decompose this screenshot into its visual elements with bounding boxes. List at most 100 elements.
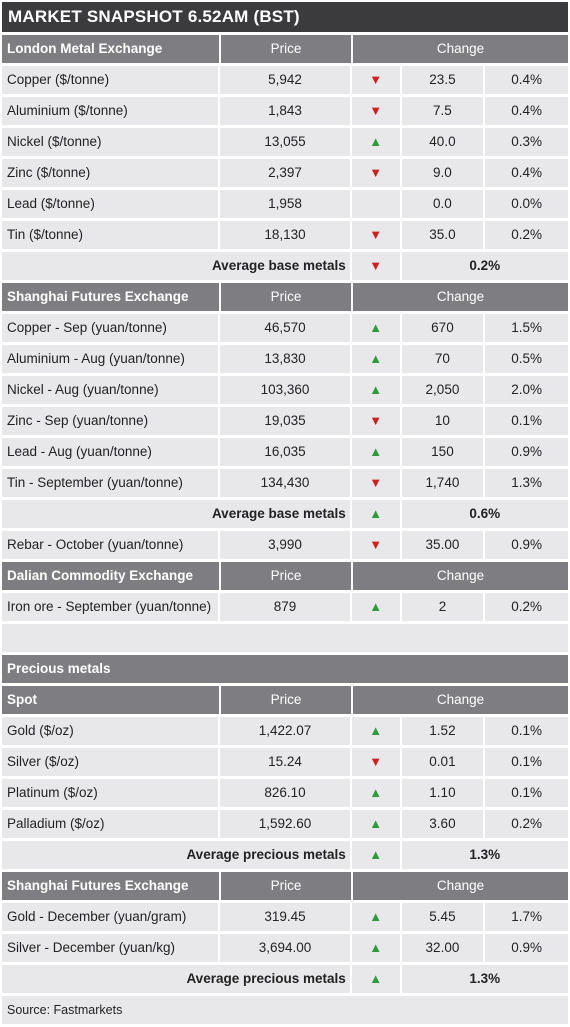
table-row: Platinum ($/oz) 826.10 ▲ 1.10 0.1% — [2, 779, 568, 807]
price-column-header: Price — [221, 562, 351, 590]
change-value: 7.5 — [401, 97, 484, 125]
metal-name: Copper - Sep (yuan/tonne) — [2, 314, 219, 342]
metal-name: Palladium ($/oz) — [2, 810, 219, 838]
dalian-rows: Iron ore - September (yuan/tonne) 879 ▲ 2 0.… — [2, 593, 568, 621]
table-row: Rebar - October (yuan/tonne) 3,990 ▼ 35.00 0… — [2, 531, 568, 559]
price-value: 19,035 — [220, 407, 350, 435]
page-title: MARKET SNAPSHOT 6.52AM (BST) — [2, 2, 568, 32]
change-percent: 0.2% — [485, 593, 568, 621]
average-value: 1.3% — [401, 965, 568, 993]
average-row: Average precious metals ▲ 1.3% — [2, 841, 568, 869]
change-value: 10 — [401, 407, 484, 435]
average-row: Average base metals ▲ 0.6% — [2, 500, 568, 528]
price-value: 826.10 — [220, 779, 350, 807]
arrow-up-icon: ▲ — [369, 785, 383, 800]
metal-name: Iron ore - September (yuan/tonne) — [2, 593, 219, 621]
change-direction-icon: ▼ — [351, 252, 400, 280]
price-value: 1,843 — [220, 97, 350, 125]
metal-name: Rebar - October (yuan/tonne) — [2, 531, 219, 559]
price-column-header: Price — [221, 35, 351, 63]
change-value: 35.0 — [401, 221, 484, 249]
price-value: 103,360 — [220, 376, 350, 404]
section-heading: Shanghai Futures Exchange — [2, 872, 219, 900]
price-value: 3,990 — [220, 531, 350, 559]
arrow-down-icon: ▼ — [369, 72, 383, 87]
arrow-up-icon: ▲ — [369, 723, 383, 738]
price-value: 5,942 — [220, 66, 350, 94]
metal-name: Gold - December (yuan/gram) — [2, 903, 219, 931]
section-heading: Dalian Commodity Exchange — [2, 562, 219, 590]
arrow-up-icon: ▲ — [369, 444, 383, 459]
average-value: 1.3% — [401, 841, 568, 869]
price-value: 46,570 — [220, 314, 350, 342]
arrow-down-icon: ▼ — [369, 103, 383, 118]
table-row: Lead - Aug (yuan/tonne) 16,035 ▲ 150 0.9% — [2, 438, 568, 466]
price-value: 319.45 — [220, 903, 350, 931]
metal-name: Tin - September (yuan/tonne) — [2, 469, 219, 497]
change-direction-icon: ▲ — [351, 841, 400, 869]
arrow-down-icon: ▼ — [369, 165, 383, 180]
average-label: Average base metals — [2, 500, 350, 528]
change-percent: 1.7% — [485, 903, 568, 931]
change-value: 2 — [401, 593, 484, 621]
table-row: Tin ($/tonne) 18,130 ▼ 35.0 0.2% — [2, 221, 568, 249]
change-direction — [351, 190, 400, 218]
table-row: Zinc - Sep (yuan/tonne) 19,035 ▼ 10 0.1% — [2, 407, 568, 435]
change-value: 23.5 — [401, 66, 484, 94]
change-column-header: Change — [353, 283, 568, 311]
arrow-up-icon: ▲ — [369, 909, 383, 924]
section-title: Precious metals — [2, 655, 568, 683]
price-column-header: Price — [221, 686, 351, 714]
shfe-precious-rows: Gold - December (yuan/gram) 319.45 ▲ 5.45 1.… — [2, 903, 568, 962]
change-column-header: Change — [353, 35, 568, 63]
average-label: Average precious metals — [2, 841, 350, 869]
change-percent: 0.4% — [485, 66, 568, 94]
lme-header-row: London Metal Exchange Price Change — [2, 35, 568, 63]
arrow-up-icon: ▲ — [369, 506, 383, 521]
source-row: Source: Fastmarkets — [2, 996, 568, 1024]
arrow-up-icon: ▲ — [369, 971, 383, 986]
change-value: 150 — [401, 438, 484, 466]
change-value: 40.0 — [401, 128, 484, 156]
average-row: Average base metals ▼ 0.2% — [2, 252, 568, 280]
lme-rows: Copper ($/tonne) 5,942 ▼ 23.5 0.4% Aluminium … — [2, 66, 568, 249]
change-percent: 0.0% — [485, 190, 568, 218]
price-value: 3,694.00 — [220, 934, 350, 962]
metal-name: Lead ($/tonne) — [2, 190, 219, 218]
metal-name: Zinc ($/tonne) — [2, 159, 219, 187]
table-row: Palladium ($/oz) 1,592.60 ▲ 3.60 0.2% — [2, 810, 568, 838]
table-row: Tin - September (yuan/tonne) 134,430 ▼ 1,74… — [2, 469, 568, 497]
metal-name: Aluminium ($/tonne) — [2, 97, 219, 125]
change-value: 1.10 — [401, 779, 484, 807]
metal-name: Tin ($/tonne) — [2, 221, 219, 249]
section-heading: Spot — [2, 686, 219, 714]
arrow-up-icon: ▲ — [369, 320, 383, 335]
metal-name: Zinc - Sep (yuan/tonne) — [2, 407, 219, 435]
change-direction: ▼ — [351, 748, 400, 776]
change-percent: 0.2% — [485, 221, 568, 249]
price-value: 134,430 — [220, 469, 350, 497]
arrow-down-icon: ▼ — [369, 475, 383, 490]
change-value: 70 — [401, 345, 484, 373]
change-percent: 0.1% — [485, 717, 568, 745]
metal-name: Aluminium - Aug (yuan/tonne) — [2, 345, 219, 373]
change-percent: 0.2% — [485, 810, 568, 838]
table-row: Zinc ($/tonne) 2,397 ▼ 9.0 0.4% — [2, 159, 568, 187]
table-row: Copper ($/tonne) 5,942 ▼ 23.5 0.4% — [2, 66, 568, 94]
change-direction: ▼ — [351, 221, 400, 249]
change-direction: ▲ — [351, 717, 400, 745]
price-value: 1,592.60 — [220, 810, 350, 838]
price-value: 18,130 — [220, 221, 350, 249]
average-label: Average base metals — [2, 252, 350, 280]
change-percent: 0.9% — [485, 531, 568, 559]
change-value: 0.01 — [401, 748, 484, 776]
price-column-header: Price — [221, 283, 351, 311]
table-row: Gold - December (yuan/gram) 319.45 ▲ 5.45 1.… — [2, 903, 568, 931]
change-direction: ▲ — [351, 314, 400, 342]
arrow-up-icon: ▲ — [369, 599, 383, 614]
change-direction: ▼ — [351, 159, 400, 187]
spacer-row — [2, 624, 568, 652]
arrow-down-icon: ▼ — [369, 227, 383, 242]
arrow-up-icon: ▲ — [369, 816, 383, 831]
average-value: 0.6% — [401, 500, 568, 528]
